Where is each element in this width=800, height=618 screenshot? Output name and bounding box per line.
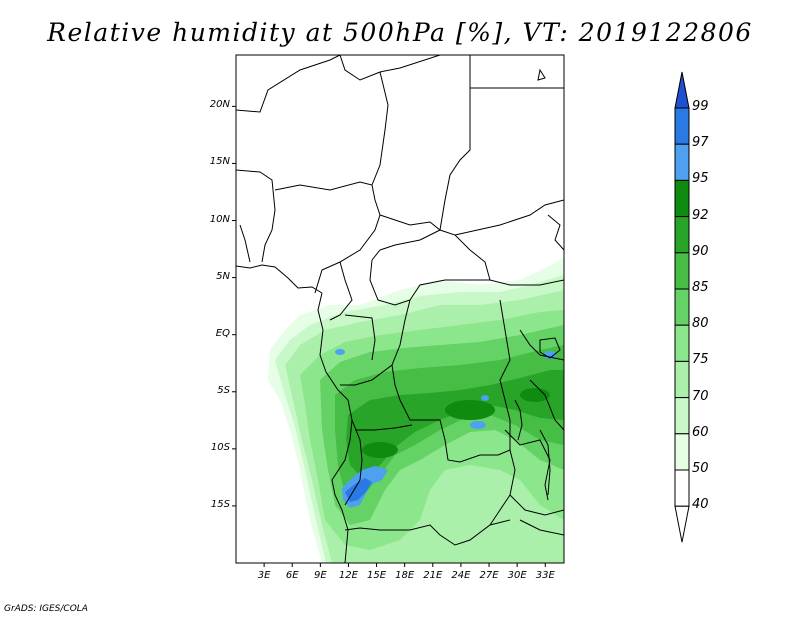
map-frame [235, 54, 565, 564]
border [379, 214, 491, 281]
colorbar-label: 60 [692, 424, 709, 440]
colorbar-segment [674, 469, 690, 507]
lake [539, 429, 551, 496]
colorbar-label: 92 [692, 207, 709, 223]
colorbar-label: 80 [692, 316, 709, 332]
lon-label: 3E [257, 570, 271, 581]
border [236, 169, 276, 263]
border [344, 419, 363, 506]
colorbar-label: 70 [692, 388, 709, 404]
colorbar-label: 40 [692, 497, 709, 513]
colorbar-segment [674, 143, 690, 181]
lon-label: 15E [367, 570, 387, 581]
lon-label: 6E [285, 570, 299, 581]
humidity-band-85 [346, 370, 564, 478]
colorbar-segment [674, 397, 690, 435]
colorbar-segment [674, 179, 690, 218]
country-boundaries [236, 55, 564, 563]
lon-label: 24E [451, 570, 471, 581]
humidity-patch-95 [481, 395, 489, 401]
lat-label: EQ [215, 327, 230, 339]
border [344, 519, 511, 546]
lat-label: 20N [209, 99, 230, 111]
border [439, 110, 471, 231]
lat-label: 15N [209, 156, 230, 168]
border [369, 259, 564, 306]
lat-label: 10S [210, 441, 230, 453]
border [529, 379, 564, 431]
lat-label: 15S [210, 498, 230, 510]
lon-label: 30E [507, 570, 527, 581]
lon-label: 33E [535, 570, 555, 581]
colorbar-segment [674, 433, 690, 471]
colorbar-segment [674, 288, 690, 326]
lon-label: 18E [395, 570, 415, 581]
border [371, 71, 389, 186]
border [329, 261, 353, 321]
border [499, 299, 511, 450]
border [239, 224, 251, 263]
colorbar-segment [674, 216, 690, 254]
lon-label: 27E [479, 570, 499, 581]
island [537, 68, 546, 81]
colorbar [674, 71, 690, 543]
colorbar-label: 97 [692, 135, 709, 151]
grads-credit: GrADS: IGES/COLA [4, 604, 88, 614]
border [371, 229, 441, 261]
humidity-patch-90 [362, 442, 398, 458]
border [391, 364, 511, 463]
border [339, 55, 471, 110]
border [509, 494, 564, 516]
west-africa-coastline [236, 264, 323, 294]
border [504, 429, 551, 501]
lon-label: 9E [313, 570, 327, 581]
lon-label: 21E [423, 570, 443, 581]
colorbar-segment [674, 324, 690, 362]
axis-ticks [232, 105, 546, 567]
border [454, 199, 564, 236]
border [236, 55, 341, 113]
humidity-patch-90 [445, 400, 495, 420]
humidity-patch-97 [345, 478, 372, 502]
humidity-patch-95 [544, 351, 556, 359]
colorbar-top-arrow [674, 71, 690, 109]
border [519, 519, 564, 536]
border [519, 329, 564, 361]
humidity-patch-95 [335, 349, 345, 355]
colorbar-bottom-arrow [674, 505, 690, 543]
lake [539, 337, 561, 359]
colorbar-segment [674, 107, 690, 145]
border [274, 181, 381, 294]
humidity-patch-90 [520, 388, 550, 402]
border [547, 214, 564, 251]
colorbar-segment [674, 360, 690, 399]
lat-label: 5N [216, 270, 230, 282]
border [355, 424, 413, 431]
colorbar-label: 99 [692, 99, 709, 114]
colorbar-label: 85 [692, 280, 709, 295]
lat-label: 10N [209, 213, 230, 225]
colorbar-label: 90 [692, 243, 709, 259]
border [344, 314, 376, 361]
colorbar-label: 75 [692, 352, 709, 368]
map-title: Relative humidity at 500hPa [%], VT: 201… [47, 18, 753, 47]
lat-label: 5S [217, 384, 230, 396]
lon-label: 12E [338, 570, 358, 581]
lake [514, 399, 523, 441]
colorbar-label: 95 [692, 171, 709, 187]
colorbar-segment [674, 252, 690, 290]
humidity-patch-95 [470, 421, 486, 429]
colorbar-label: 50 [692, 461, 709, 476]
